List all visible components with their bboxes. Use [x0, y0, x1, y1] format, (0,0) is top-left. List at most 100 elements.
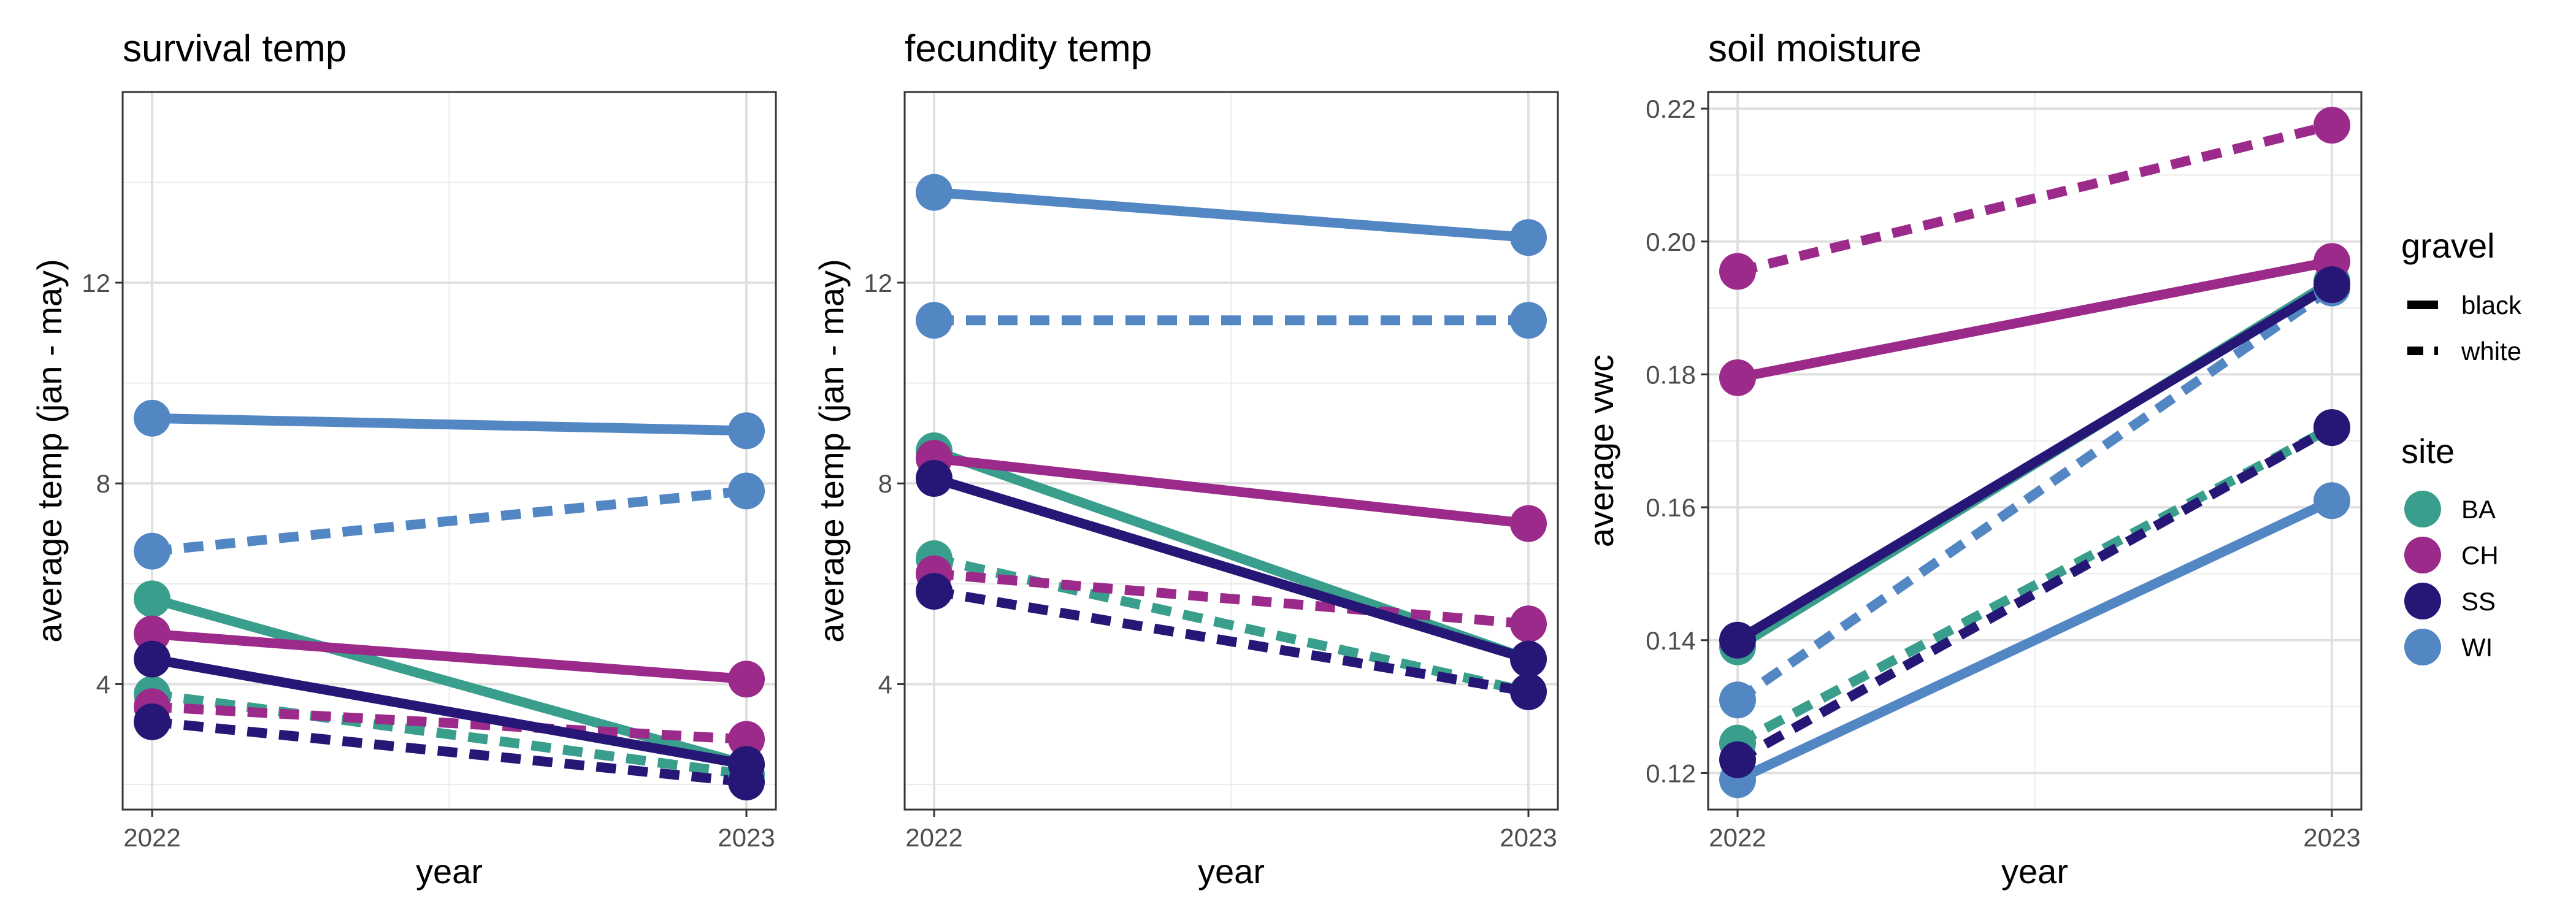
legend-site-title: site — [2401, 432, 2455, 470]
axis-ticks: 0.12 0.14 0.16 0.18 0.20 0.22 2022 2023 — [1646, 94, 2360, 852]
data-point-wi-black — [728, 412, 765, 450]
series-line-wi-black — [151, 413, 747, 436]
panel-border — [121, 91, 777, 811]
series-line-wi-black — [1735, 496, 2334, 784]
legend-site-label: SS — [2461, 587, 2496, 616]
y-tick-label: 0.20 — [1646, 228, 1696, 256]
y-tick-label: 8 — [96, 469, 110, 498]
data-point-ch-black — [1719, 359, 1756, 396]
series-line-ch-black — [151, 629, 747, 684]
data-point-ss-black — [1510, 640, 1547, 678]
data-point-ss-black — [134, 640, 171, 678]
series-line-ch-white — [1736, 120, 2333, 277]
x-axis-title: year — [2001, 852, 2068, 891]
x-tick-label: 2023 — [718, 823, 775, 852]
data-point-ba-black — [134, 580, 171, 618]
data-point-ss-white — [728, 764, 765, 800]
data-point-wi-white — [916, 302, 953, 339]
x-tick-label: 2022 — [123, 823, 180, 852]
legend-site-label: WI — [2461, 633, 2493, 662]
y-tick-label: 8 — [878, 469, 892, 498]
legend: gravel black white site BA CH SS WI — [2401, 226, 2522, 665]
legend-gravel-title: gravel — [2401, 226, 2495, 265]
data-point-ss-white — [1510, 673, 1547, 710]
series-line-ch-black — [933, 453, 1529, 529]
series-line-ba-white — [1735, 423, 2334, 748]
series-line-wi-white — [1735, 284, 2335, 704]
y-tick-label: 4 — [878, 670, 892, 699]
x-tick-label: 2022 — [905, 823, 962, 852]
data-point-wi-black — [134, 399, 171, 437]
legend-gravel-label: black — [2461, 291, 2522, 320]
data-point-ch-white — [1719, 253, 1756, 290]
panel-border — [903, 91, 1559, 811]
legend-site-swatch — [2404, 583, 2441, 619]
panel-border — [1707, 91, 2363, 811]
legend-site-swatch — [2404, 537, 2441, 573]
series-line-ss-black — [151, 654, 748, 770]
legend-site-label: BA — [2461, 495, 2496, 524]
series-line-ss-white — [1735, 423, 2334, 764]
legend-site-swatch — [2404, 491, 2441, 527]
data-point-wi-black — [916, 174, 953, 211]
panel-soil-moisture: soil moisture 0.12 0.14 0.16 0.18 0.20 0.22 20… — [1582, 28, 2363, 891]
panel-survival-temp: survival temp 4 8 12 2022 2023 year average … — [30, 28, 777, 891]
series-line-ss-white — [151, 716, 747, 787]
y-tick-label: 0.14 — [1646, 626, 1696, 655]
series-points — [134, 399, 765, 800]
legend-site-label: CH — [2461, 541, 2499, 570]
series-line-ch-white — [151, 702, 747, 745]
x-axis-title: year — [416, 852, 483, 891]
data-point-ss-black — [916, 460, 953, 497]
y-tick-label: 0.22 — [1646, 94, 1696, 123]
y-tick-label: 0.12 — [1646, 759, 1696, 788]
data-point-ch-black — [1510, 505, 1547, 542]
panel-title: fecundity temp — [905, 28, 1152, 70]
y-tick-label: 0.18 — [1646, 360, 1696, 389]
x-tick-label: 2022 — [1709, 823, 1766, 852]
data-point-wi-white — [134, 532, 171, 570]
data-point-ch-black — [728, 661, 765, 698]
y-tick-label: 12 — [864, 269, 892, 297]
legend-gravel-label: white — [2461, 337, 2521, 366]
series-points — [1719, 107, 2350, 799]
series-line-ss-white — [933, 586, 1530, 697]
legend-site-swatch — [2404, 629, 2441, 665]
data-point-ss-white — [134, 703, 171, 740]
panel-title: soil moisture — [1708, 28, 1922, 70]
data-point-ss-white — [2313, 409, 2350, 447]
data-point-wi-black — [2313, 482, 2350, 519]
y-tick-label: 4 — [96, 670, 110, 699]
x-tick-label: 2023 — [1500, 823, 1557, 852]
y-axis-title: average vwc — [1582, 355, 1620, 547]
series-lines — [932, 187, 1530, 697]
series-line-ch-white — [933, 569, 1529, 629]
x-axis-title: year — [1198, 852, 1265, 891]
data-point-wi-white — [1719, 681, 1756, 719]
gridlines — [1708, 92, 2361, 810]
data-point-wi-black — [1510, 219, 1547, 256]
series-lines — [1735, 120, 2335, 784]
x-tick-label: 2023 — [2303, 823, 2360, 852]
y-axis-title: average temp (jan - may) — [30, 259, 69, 643]
series-lines — [150, 413, 748, 787]
axis-ticks: 4 8 12 2022 2023 — [82, 269, 775, 852]
series-line-ss-black — [932, 473, 1530, 664]
series-line-wi-black — [933, 187, 1529, 243]
data-point-ch-white — [2313, 107, 2350, 144]
y-tick-label: 0.16 — [1646, 493, 1696, 522]
axis-ticks: 4 8 12 2022 2023 — [864, 269, 1557, 852]
data-point-ss-white — [1719, 741, 1756, 778]
panel-fecundity-temp: fecundity temp 4 8 12 2022 2023 year average… — [812, 28, 1559, 891]
series-points — [916, 174, 1547, 710]
data-point-ch-white — [1510, 605, 1547, 643]
y-axis-title: average temp (jan - may) — [812, 259, 851, 643]
data-point-ss-black — [1719, 621, 1756, 659]
data-point-wi-white — [728, 472, 765, 510]
series-line-wi-white — [151, 486, 747, 556]
y-tick-label: 12 — [82, 269, 110, 297]
data-point-wi-white — [1510, 302, 1547, 339]
series-line-ss-black — [1735, 280, 2335, 645]
data-point-ss-white — [916, 573, 953, 610]
